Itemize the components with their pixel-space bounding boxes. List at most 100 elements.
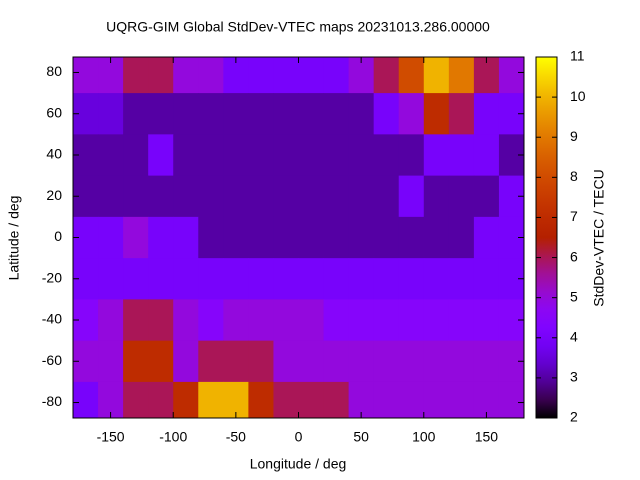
- colorbar-tick-label: 6: [570, 248, 578, 264]
- heatmap-cell: [173, 340, 199, 383]
- heatmap-cell: [223, 57, 249, 94]
- heatmap-cell: [248, 216, 274, 259]
- heatmap-cell: [248, 57, 274, 94]
- x-tick-label: 0: [295, 429, 303, 445]
- heatmap-cell: [298, 299, 325, 342]
- heatmap-cell: [348, 134, 375, 177]
- heatmap-cell: [248, 381, 274, 418]
- heatmap-cell: [223, 258, 249, 300]
- heatmap-cell: [148, 134, 174, 177]
- heatmap-cell: [248, 93, 274, 135]
- heatmap-cell: [423, 299, 450, 342]
- heatmap-cell: [323, 299, 350, 342]
- heatmap-cell: [98, 258, 124, 300]
- heatmap-cell: [448, 216, 475, 259]
- heatmap-cell: [73, 381, 99, 418]
- heatmap-cell: [173, 93, 199, 135]
- y-tick-label: -40: [42, 311, 62, 327]
- heatmap-cell: [373, 57, 400, 94]
- heatmap-cell: [498, 57, 524, 94]
- heatmap-cell: [448, 57, 475, 94]
- heatmap-cell: [198, 216, 224, 259]
- y-tick-label: 0: [54, 228, 62, 244]
- heatmap-cell: [398, 57, 425, 94]
- x-tick-label: 100: [412, 429, 436, 445]
- heatmap-cell: [248, 175, 274, 218]
- heatmap-cell: [148, 381, 174, 418]
- heatmap-cell: [398, 134, 425, 177]
- heatmap-cell: [198, 299, 224, 342]
- heatmap-cell: [148, 175, 174, 218]
- heatmap: [73, 57, 524, 418]
- heatmap-cell: [223, 381, 249, 418]
- colorbar-tick-label: 10: [570, 88, 586, 104]
- heatmap-cell: [198, 93, 224, 135]
- heatmap-cell: [348, 57, 375, 94]
- x-tick-label: 150: [475, 429, 499, 445]
- heatmap-cell: [423, 216, 450, 259]
- heatmap-cell: [348, 258, 375, 300]
- heatmap-cell: [273, 216, 299, 259]
- heatmap-cell: [448, 299, 475, 342]
- heatmap-cell: [398, 258, 425, 300]
- heatmap-cell: [423, 93, 450, 135]
- heatmap-cell: [198, 134, 224, 177]
- heatmap-cell: [348, 340, 375, 383]
- heatmap-cell: [98, 216, 124, 259]
- heatmap-cell: [448, 340, 475, 383]
- heatmap-cell: [248, 258, 274, 300]
- heatmap-cell: [398, 381, 425, 418]
- heatmap-cell: [448, 258, 475, 300]
- heatmap-cell: [273, 258, 299, 300]
- heatmap-cell: [98, 381, 124, 418]
- heatmap-cell: [248, 299, 274, 342]
- x-axis-label: Longitude / deg: [250, 456, 347, 472]
- heatmap-cell: [298, 258, 325, 300]
- heatmap-cell: [98, 93, 124, 135]
- y-tick-label: 40: [46, 146, 62, 162]
- heatmap-cell: [273, 175, 299, 218]
- heatmap-cell: [173, 381, 199, 418]
- heatmap-cell: [423, 258, 450, 300]
- heatmap-cell: [298, 216, 325, 259]
- heatmap-cell: [298, 93, 325, 135]
- heatmap-cell: [323, 57, 350, 94]
- heatmap-cell: [423, 57, 450, 94]
- heatmap-cell: [323, 175, 350, 218]
- heatmap-cell: [373, 93, 400, 135]
- heatmap-cell: [473, 216, 500, 259]
- heatmap-cell: [98, 134, 124, 177]
- heatmap-cell: [148, 258, 174, 300]
- colorbar-tick-label: 8: [570, 168, 578, 184]
- heatmap-cell: [323, 381, 350, 418]
- y-tick-label: -20: [42, 269, 62, 285]
- colorbar-tick-label: 5: [570, 288, 578, 304]
- colorbar-tick-label: 11: [570, 48, 585, 64]
- heatmap-cell: [123, 216, 149, 259]
- heatmap-cell: [123, 381, 149, 418]
- heatmap-cell: [123, 93, 149, 135]
- y-tick-label: 60: [46, 104, 62, 120]
- x-tick-label: -50: [226, 429, 246, 445]
- y-tick-label: -60: [42, 352, 62, 368]
- heatmap-cell: [348, 299, 375, 342]
- heatmap-cell: [373, 299, 400, 342]
- heatmap-cell: [323, 340, 350, 383]
- heatmap-cell: [448, 134, 475, 177]
- heatmap-cell: [323, 93, 350, 135]
- heatmap-cell: [398, 175, 425, 218]
- heatmap-cell: [323, 258, 350, 300]
- heatmap-cell: [323, 216, 350, 259]
- heatmap-cell: [73, 57, 99, 94]
- heatmap-cell: [173, 134, 199, 177]
- heatmap-cell: [223, 340, 249, 383]
- heatmap-cell: [273, 340, 299, 383]
- heatmap-cell: [98, 299, 124, 342]
- heatmap-cell: [98, 175, 124, 218]
- heatmap-cell: [473, 57, 500, 94]
- heatmap-cell: [223, 175, 249, 218]
- heatmap-cell: [298, 134, 325, 177]
- heatmap-cell: [223, 93, 249, 135]
- colorbar-tick-label: 2: [570, 409, 578, 425]
